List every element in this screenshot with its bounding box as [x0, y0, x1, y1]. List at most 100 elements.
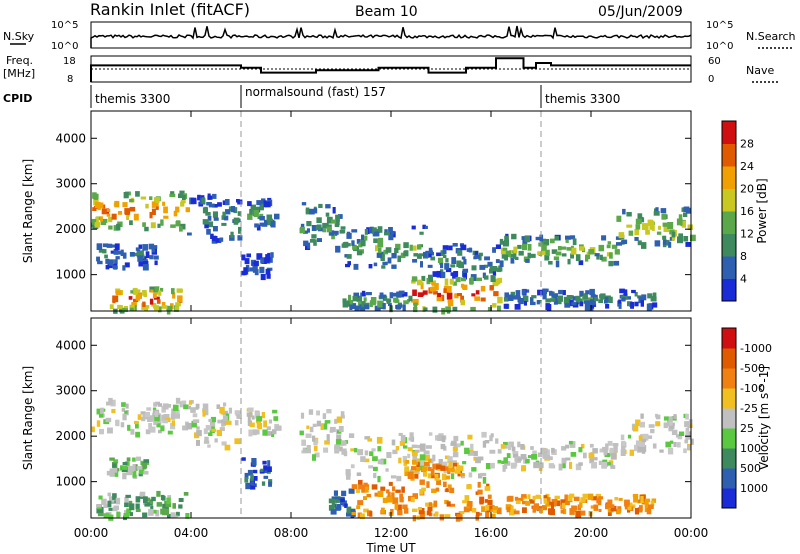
colorbar-swatch [722, 143, 736, 167]
velocity-data-cell [673, 442, 677, 447]
velocity-data-cell [314, 452, 320, 458]
velocity-data-cell [503, 443, 508, 449]
power-data-cell [690, 234, 696, 241]
power-data-cell [266, 214, 273, 222]
velocity-data-cell [167, 513, 172, 519]
power-data-cell [377, 240, 384, 248]
velocity-data-cell [127, 424, 131, 431]
velocity-data-cell [565, 501, 570, 506]
velocity-data-cell [485, 510, 490, 518]
velocity-data-cell [392, 497, 399, 504]
colorbar-swatch [722, 233, 736, 257]
power-data-cell [637, 240, 642, 246]
velocity-data-cell [552, 499, 558, 503]
power-data-cell [359, 304, 366, 311]
velocity-data-cell [468, 449, 474, 454]
velocity-data-cell [678, 431, 685, 436]
velocity-data-cell [607, 462, 611, 466]
x-tick-label: 20:00 [574, 526, 609, 540]
power-data-cell [145, 203, 149, 209]
power-data-cell [361, 234, 365, 242]
cpid-segment-1: themis 3300 [95, 92, 170, 106]
power-data-cell [335, 245, 341, 253]
velocity-data-cell [348, 433, 355, 438]
power-data-cell [522, 243, 527, 251]
power-data-cell [259, 222, 266, 226]
power-data-cell [347, 300, 354, 305]
power-data-cell [562, 290, 566, 296]
velocity-data-cell [145, 497, 151, 502]
power-data-cell [683, 212, 688, 217]
power-data-cell [400, 252, 406, 259]
velocity-data-cell [351, 484, 358, 489]
velocity-data-cell [326, 409, 332, 414]
power-data-cell [322, 222, 327, 229]
velocity-data-cell [91, 426, 95, 433]
power-data-cell [426, 278, 431, 285]
power-data-cell [124, 262, 130, 268]
power-data-cell [386, 298, 391, 304]
power-data-cell [215, 238, 222, 243]
y-tick-label: 1000 [55, 475, 86, 489]
power-data-cell [353, 292, 359, 298]
power-data-cell [150, 222, 156, 229]
velocity-data-cell [637, 499, 641, 504]
velocity-data-cell [99, 428, 104, 435]
power-data-cell [104, 254, 108, 259]
velocity-data-cell [158, 403, 163, 407]
velocity-data-cell [489, 505, 495, 510]
velocity-data-cell [461, 474, 465, 479]
velocity-data-cell [335, 439, 342, 445]
velocity-data-cell [392, 486, 396, 492]
power-data-cell [108, 225, 113, 230]
power-data-cell [395, 243, 401, 250]
velocity-data-cell [150, 505, 154, 510]
beam-label: Beam 10 [355, 4, 418, 20]
velocity-data-cell [193, 419, 200, 423]
velocity-data-cell [156, 423, 161, 428]
velocity-data-cell [141, 463, 148, 469]
velocity-data-cell [561, 502, 566, 509]
power-data-cell [361, 301, 366, 308]
power-data-cell [158, 306, 162, 313]
power-data-cell [561, 246, 567, 250]
power-data-cell [95, 216, 99, 224]
power-data-cell [489, 285, 494, 291]
power-data-cell [142, 244, 148, 251]
power-data-cell [563, 296, 568, 304]
velocity-data-cell [629, 504, 636, 509]
power-data-cell [492, 247, 496, 253]
power-data-cell [411, 279, 416, 284]
power-data-cell [651, 295, 656, 302]
power-data-cell [607, 241, 611, 245]
velocity-data-cell [335, 499, 339, 503]
power-data-cell [622, 208, 626, 215]
velocity-data-cell [607, 499, 613, 506]
power-data-cell [545, 303, 550, 310]
power-data-cell [567, 258, 571, 265]
velocity-data-cell [312, 423, 317, 427]
velocity-data-cell [98, 506, 104, 514]
power-data-cell [364, 235, 368, 241]
velocity-data-cell [430, 468, 435, 476]
power-data-cell [402, 292, 408, 297]
velocity-data-cell [188, 405, 191, 410]
velocity-data-cell [629, 449, 634, 456]
velocity-data-cell [225, 420, 232, 425]
velocity-data-cell [219, 427, 225, 432]
power-data-cell [470, 276, 474, 284]
velocity-data-cell [121, 402, 126, 407]
power-data-cell [531, 295, 537, 299]
power-data-cell [348, 294, 352, 301]
power-data-cell [342, 298, 347, 304]
velocity-y-ticks: 1000 2000 3000 4000 [55, 338, 691, 489]
power-data-cell [163, 206, 168, 214]
power-data-cell [685, 242, 691, 247]
power-data-cell [504, 235, 509, 242]
power-data-cell [458, 261, 464, 269]
power-data-cell [333, 230, 339, 235]
power-data-cell [114, 259, 118, 265]
velocity-data-cell [596, 497, 602, 504]
velocity-data-cell [398, 457, 402, 464]
power-data-cell [517, 244, 522, 249]
